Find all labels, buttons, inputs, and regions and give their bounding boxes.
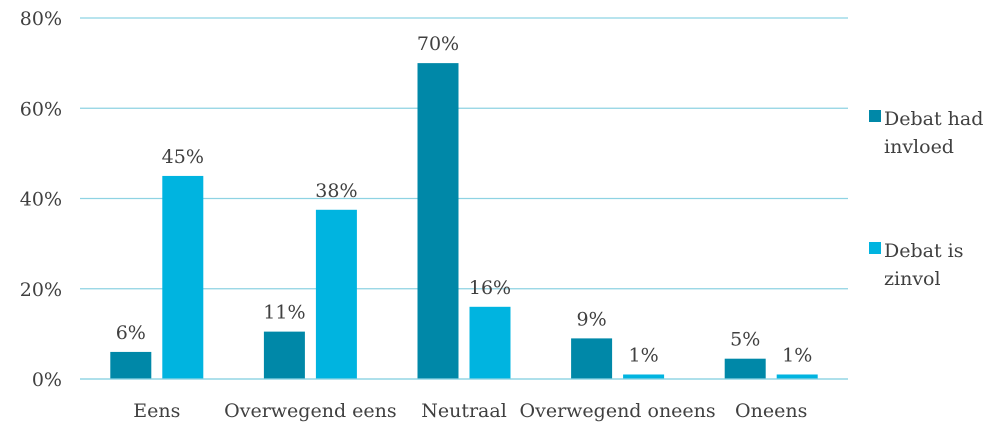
legend: Debat had invloed Debat is zinvol (869, 108, 983, 290)
data-label: 5% (730, 329, 760, 351)
x-tick-label: Eens (133, 400, 180, 422)
data-label: 70% (417, 33, 459, 55)
x-tick-label: Neutraal (421, 400, 507, 422)
x-axis: Eens Overwegend eens Neutraal Overwegend on… (80, 378, 848, 422)
x-tick-label: Overwegend eens (224, 400, 396, 422)
legend-swatch (869, 242, 881, 254)
data-label: 38% (315, 180, 357, 202)
bar (623, 374, 665, 379)
legend-item: Debat had invloed (869, 108, 983, 158)
y-tick-label: 80% (20, 8, 62, 30)
data-label: 6% (116, 322, 146, 344)
data-label: 1% (629, 344, 659, 366)
bar (162, 175, 204, 379)
y-tick-label: 40% (20, 189, 62, 211)
bars (110, 63, 818, 379)
legend-label: Debat had (884, 108, 983, 130)
data-label: 45% (162, 146, 204, 168)
bar (110, 351, 152, 379)
bar (315, 209, 357, 379)
bar (724, 358, 766, 379)
x-tick-label: Oneens (735, 400, 807, 422)
legend-item: Debat is zinvol (869, 240, 963, 290)
x-tick-label: Overwegend oneens (520, 400, 716, 422)
y-axis: 0% 20% 40% 60% 80% (20, 8, 62, 391)
legend-swatch (869, 110, 881, 122)
legend-label: zinvol (884, 268, 941, 290)
data-label: 11% (263, 302, 305, 324)
data-label: 9% (577, 308, 607, 330)
legend-label: invloed (884, 136, 954, 158)
y-tick-label: 0% (32, 369, 62, 391)
data-label: 1% (782, 344, 812, 366)
bar (776, 374, 818, 379)
data-labels: 6% 45% 11% 38% 70% 16% 9% 1% 5% 1% (116, 33, 813, 366)
y-tick-label: 60% (20, 98, 62, 120)
data-label: 16% (469, 277, 511, 299)
bar (469, 306, 511, 379)
y-tick-label: 20% (20, 279, 62, 301)
bar (263, 331, 305, 379)
bar (417, 63, 459, 379)
bar (571, 338, 613, 379)
legend-label: Debat is (884, 240, 963, 262)
